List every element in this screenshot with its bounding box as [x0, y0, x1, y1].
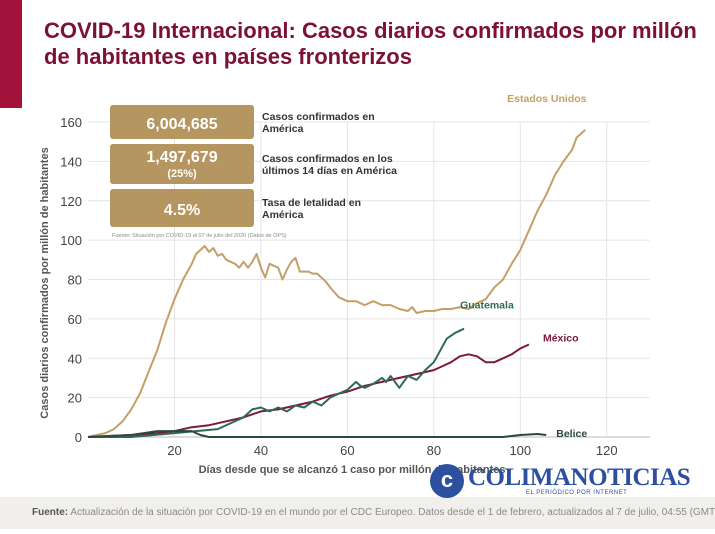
- stat-label: Casos confirmados en América: [262, 111, 375, 135]
- footer-source: Fuente: Actualización de la situación po…: [32, 507, 715, 518]
- brand-tagline: EL PERIÓDICO POR INTERNET: [526, 490, 628, 496]
- page-title: COVID-19 Internacional: Casos diarios co…: [44, 18, 697, 69]
- x-tick-label: 40: [254, 443, 268, 458]
- x-axis-label: Días desde que se alcanzó 1 caso por mil…: [199, 464, 506, 476]
- stats-panel: 6,004,685 Casos confirmados en América 1,49…: [110, 105, 397, 239]
- y-tick-label: 60: [68, 312, 82, 327]
- y-tick-label: 0: [75, 430, 82, 445]
- x-tick-label: 20: [167, 443, 181, 458]
- y-tick-label: 140: [60, 154, 82, 169]
- x-tick-label: 80: [427, 443, 441, 458]
- stat-value: 6,004,685: [146, 116, 217, 133]
- series-label: Estados Unidos: [507, 93, 587, 105]
- stat-label: Tasa de letalidad en América: [262, 197, 361, 221]
- stat-box: [110, 144, 254, 184]
- accent-bar: [0, 0, 22, 108]
- x-tick-label: 100: [509, 443, 531, 458]
- stat-label: Casos confirmados en los últimos 14 días …: [262, 153, 397, 177]
- y-tick-label: 100: [60, 233, 82, 248]
- series-label: Belice: [556, 428, 587, 440]
- series-line-belice: [87, 430, 547, 438]
- footer-source-label: Fuente:: [32, 507, 69, 518]
- brand-logo-icon: c: [430, 464, 464, 498]
- brand-watermark: c COLIMANOTICIAS EL PERIÓDICO POR INTERN…: [430, 462, 691, 502]
- y-tick-label: 120: [60, 194, 82, 209]
- x-tick-label: 120: [596, 443, 618, 458]
- y-tick-label: 20: [68, 391, 82, 406]
- stat-box: [110, 105, 254, 139]
- footer-bar: [0, 497, 715, 529]
- y-tick-label: 40: [68, 351, 82, 366]
- stats-source: Fuente: Situación por COVID-19 al 07 de …: [112, 233, 287, 239]
- stat-value: 1,497,679: [146, 149, 217, 166]
- stat-value: 4.5%: [164, 202, 200, 219]
- series-label: Guatemala: [460, 300, 514, 312]
- brand-name: COLIMANOTICIAS: [468, 464, 691, 491]
- series-line-guatemala: [88, 327, 465, 438]
- y-axis-label: Casos diarios confirmados por millón de …: [39, 147, 51, 418]
- series-label: México: [543, 332, 579, 344]
- footer-source-text: Actualización de la situación por COVID-…: [70, 507, 715, 518]
- series-line-estados-unidos: [87, 129, 586, 438]
- series-layer: [87, 129, 586, 438]
- y-tick-label: 160: [60, 115, 82, 130]
- series-label-layer: Estados Unidos México Guatemala Belice: [460, 93, 587, 440]
- y-tick-label: 80: [68, 273, 82, 288]
- stat-box: [110, 189, 254, 227]
- x-tick-label: 60: [340, 443, 354, 458]
- stat-sub: (25%): [167, 168, 197, 180]
